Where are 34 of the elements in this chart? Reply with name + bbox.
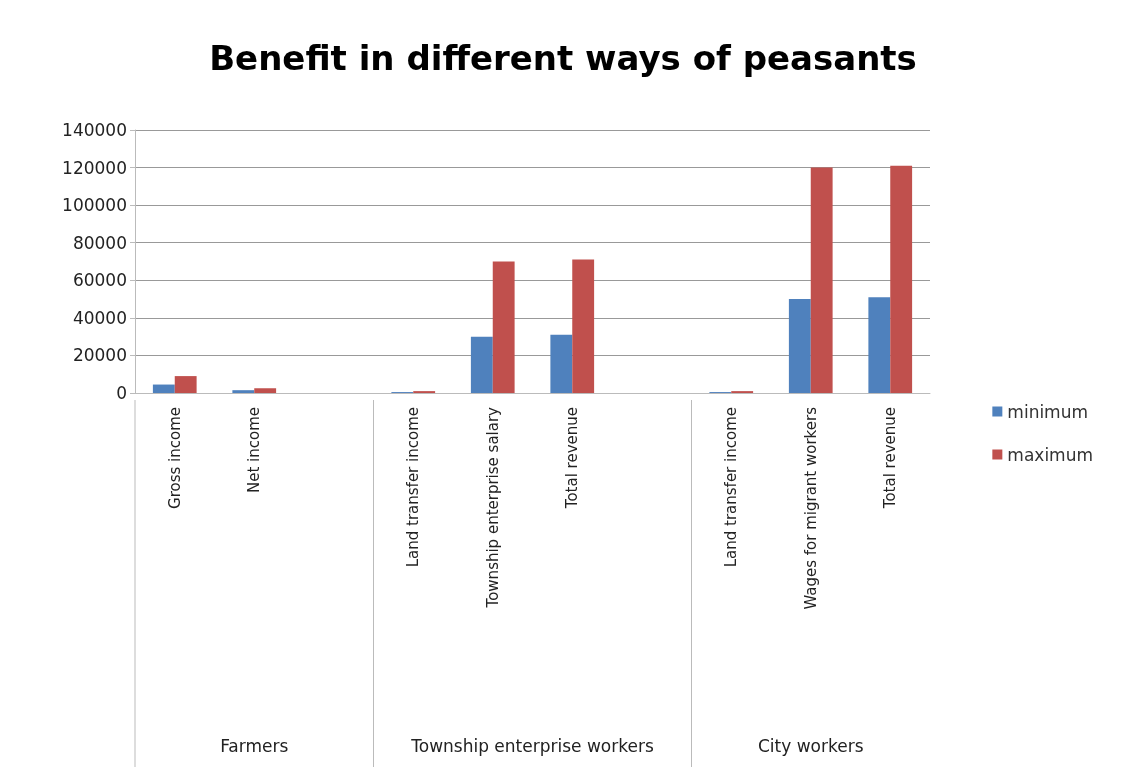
bar <box>174 376 197 393</box>
text: City workers <box>757 736 864 756</box>
bar <box>572 259 595 393</box>
x-tick-label: Township enterprise salary <box>483 406 502 609</box>
bar <box>810 167 833 393</box>
bar <box>890 165 913 393</box>
legend-label: maximum <box>1007 444 1093 465</box>
bar <box>868 297 891 393</box>
text: Township enterprise workers <box>410 736 654 756</box>
x-tick-label: Land transfer income <box>404 407 423 568</box>
y-tick-label: 140000 <box>62 120 127 140</box>
chart-title: Benefit in different ways of peasants <box>209 38 917 78</box>
bar <box>254 388 277 393</box>
bar <box>788 299 811 393</box>
x-tick-label: Gross income <box>165 407 184 509</box>
x-tick-label: Net income <box>245 407 264 494</box>
y-tick-label: 0 <box>116 383 127 403</box>
y-tick-label: 20000 <box>72 345 127 366</box>
y-tick-label: 60000 <box>72 270 127 291</box>
y-tick-label: 100000 <box>62 195 127 216</box>
text: Farmers <box>220 736 289 756</box>
bar <box>152 384 175 393</box>
bar <box>232 390 255 393</box>
x-tick-label: Total revenue <box>563 407 582 510</box>
y-tick-label: 40000 <box>72 307 127 328</box>
x-tick-label: Wages for migrant workers <box>801 406 820 610</box>
y-tick-label: 80000 <box>72 232 127 253</box>
x-tick-label: Land transfer income <box>722 407 741 568</box>
legend-label: minimum <box>1007 401 1089 422</box>
bar <box>470 336 493 393</box>
y-tick-label: 120000 <box>62 157 127 178</box>
bar <box>550 334 573 393</box>
bar <box>492 261 515 393</box>
x-tick-label: Total revenue <box>881 407 900 510</box>
